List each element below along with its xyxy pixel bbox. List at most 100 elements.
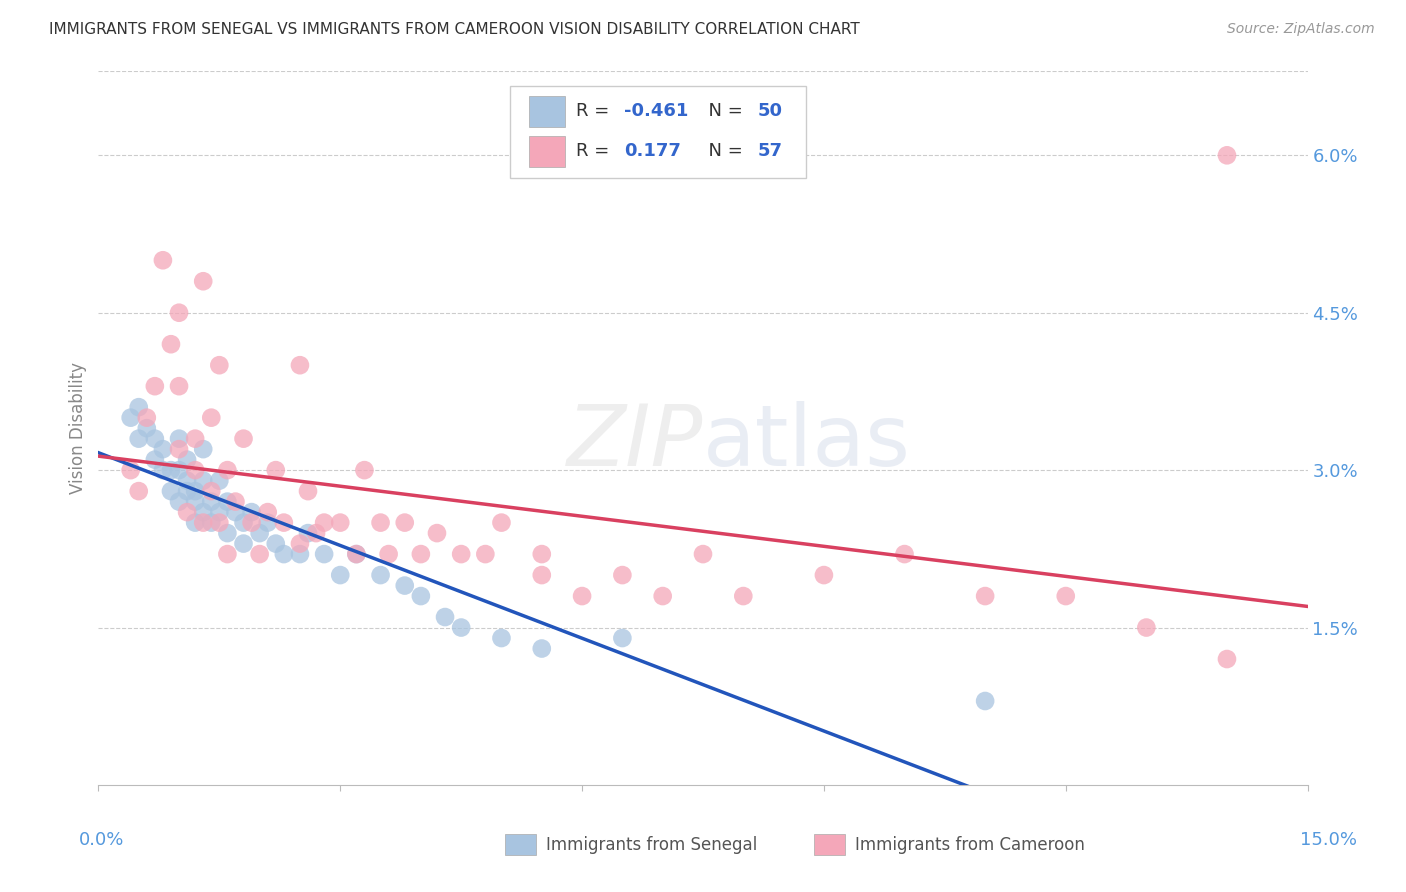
Point (394, 516, 416, 530)
Point (232, 432, 254, 446)
Point (217, 494, 239, 508)
Point (344, 547, 367, 561)
Point (176, 505, 198, 519)
Text: -0.461: -0.461 (624, 103, 689, 120)
Point (409, 547, 432, 561)
Point (344, 547, 367, 561)
Point (167, 463, 190, 477)
Point (249, 547, 271, 561)
Point (167, 432, 190, 446)
Point (474, 547, 496, 561)
Point (297, 484, 319, 499)
FancyBboxPatch shape (529, 136, 565, 167)
Point (353, 463, 375, 477)
Point (273, 547, 295, 561)
Point (143, 452, 166, 467)
Point (288, 358, 311, 372)
Text: 57: 57 (758, 143, 782, 161)
Point (240, 516, 263, 530)
Point (450, 621, 472, 635)
Point (491, 516, 513, 530)
Point (394, 578, 416, 592)
Y-axis label: Vision Disability: Vision Disability (69, 362, 87, 494)
Point (377, 547, 399, 561)
Point (167, 306, 190, 320)
Point (167, 494, 190, 508)
Text: ZIP: ZIP (567, 401, 703, 484)
Point (193, 442, 215, 457)
Point (217, 463, 239, 477)
Point (256, 516, 278, 530)
Point (450, 547, 472, 561)
Point (434, 610, 457, 624)
Point (176, 452, 198, 467)
Point (1216, 652, 1239, 666)
Point (167, 379, 190, 393)
Point (128, 484, 150, 499)
Point (152, 253, 174, 268)
Point (193, 474, 215, 488)
Point (208, 516, 231, 530)
Point (426, 526, 449, 541)
Point (1135, 621, 1157, 635)
Point (184, 516, 207, 530)
Point (692, 547, 714, 561)
Point (224, 494, 246, 508)
Point (264, 463, 287, 477)
Text: IMMIGRANTS FROM SENEGAL VS IMMIGRANTS FROM CAMEROON VISION DISABILITY CORRELATIO: IMMIGRANTS FROM SENEGAL VS IMMIGRANTS FR… (49, 22, 860, 37)
FancyBboxPatch shape (509, 86, 806, 178)
Point (184, 463, 207, 477)
Point (314, 547, 336, 561)
Point (1054, 589, 1077, 603)
Point (167, 442, 190, 457)
Point (120, 410, 142, 425)
Point (193, 274, 215, 288)
Point (305, 526, 328, 541)
Text: Immigrants from Senegal: Immigrants from Senegal (546, 836, 756, 854)
Point (193, 505, 215, 519)
Point (217, 526, 239, 541)
Point (813, 568, 835, 582)
Text: 0.177: 0.177 (624, 143, 682, 161)
Point (264, 536, 287, 550)
Point (160, 337, 183, 351)
Point (651, 589, 673, 603)
Point (329, 568, 352, 582)
Point (176, 484, 198, 499)
Point (530, 547, 553, 561)
Point (152, 442, 174, 457)
Point (224, 505, 246, 519)
Point (208, 358, 231, 372)
Point (128, 432, 150, 446)
Point (184, 494, 207, 508)
Point (240, 505, 263, 519)
Text: N =: N = (697, 143, 748, 161)
Point (612, 568, 634, 582)
Point (1216, 148, 1239, 162)
Point (200, 494, 222, 508)
Point (200, 484, 222, 499)
Point (329, 516, 352, 530)
Text: Immigrants from Cameroon: Immigrants from Cameroon (855, 836, 1084, 854)
Text: 15.0%: 15.0% (1301, 831, 1357, 849)
Point (160, 463, 183, 477)
Point (288, 536, 311, 550)
Point (612, 631, 634, 645)
Point (370, 568, 392, 582)
Point (143, 432, 166, 446)
Point (176, 474, 198, 488)
Point (273, 516, 295, 530)
Point (193, 516, 215, 530)
Point (370, 516, 392, 530)
Point (314, 516, 336, 530)
Point (974, 589, 997, 603)
Point (974, 694, 997, 708)
Text: R =: R = (576, 103, 614, 120)
Point (491, 631, 513, 645)
Point (297, 526, 319, 541)
Point (256, 505, 278, 519)
Point (184, 432, 207, 446)
Point (152, 463, 174, 477)
Point (409, 589, 432, 603)
Point (217, 547, 239, 561)
